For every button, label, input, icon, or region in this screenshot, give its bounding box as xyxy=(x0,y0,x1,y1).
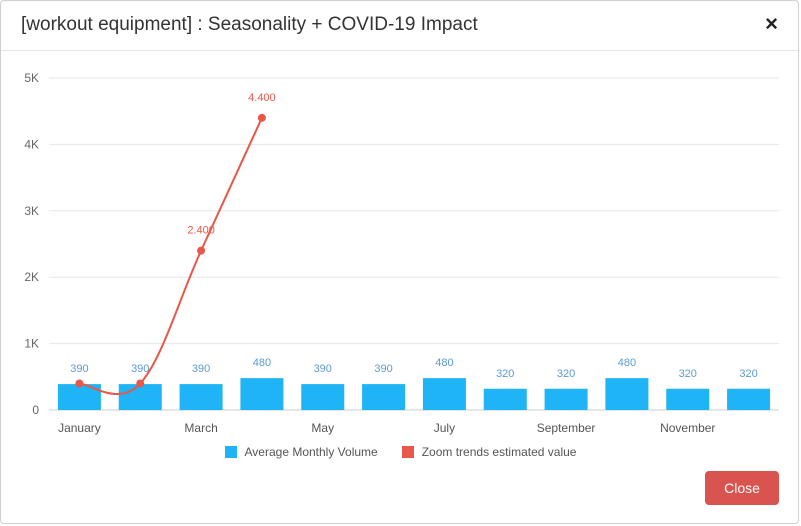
bar-data-label: 320 xyxy=(557,368,575,380)
x-tick-label: January xyxy=(58,421,101,435)
y-tick-label: 5K xyxy=(24,71,39,85)
bar-data-label: 390 xyxy=(131,363,149,375)
bar-data-label: 390 xyxy=(374,363,392,375)
legend-item-volume[interactable]: Average Monthly Volume xyxy=(224,445,378,459)
y-tick-label: 1K xyxy=(24,337,39,351)
chart: 0 1K 2K 3K 4K 5K 390 390 390 480 390 390 480 320 320 4… xyxy=(24,71,779,435)
x-tick-label: November xyxy=(660,421,715,435)
bar xyxy=(483,388,527,410)
x-tick-label: September xyxy=(537,421,596,435)
legend-swatch-zoom xyxy=(401,446,414,458)
bar-data-label: 320 xyxy=(739,368,757,380)
bar-data-label: 480 xyxy=(435,357,453,369)
x-tick-label: July xyxy=(434,421,455,435)
line-data-label: 4.400 xyxy=(248,92,276,104)
close-icon[interactable]: × xyxy=(765,11,778,36)
line-point xyxy=(75,379,84,388)
x-axis: January March May July September November xyxy=(58,421,715,435)
y-tick-label: 4K xyxy=(24,137,39,151)
bar-data-labels: 390 390 390 480 390 390 480 320 320 480 320 320 xyxy=(70,357,758,380)
bar xyxy=(422,378,466,410)
bar xyxy=(240,378,284,410)
bar-data-label: 390 xyxy=(314,363,332,375)
bar xyxy=(605,378,649,410)
bar-data-label: 320 xyxy=(496,368,514,380)
bar-data-label: 320 xyxy=(679,368,697,380)
modal-title: [workout equipment] : Seasonality + COVI… xyxy=(21,14,478,35)
legend-swatch-volume xyxy=(224,446,237,458)
bar-data-label: 390 xyxy=(192,363,210,375)
bar-data-label: 480 xyxy=(253,357,271,369)
modal-header: [workout equipment] : Seasonality + COVI… xyxy=(1,1,800,51)
chart-legend: Average Monthly Volume Zoom trends estim… xyxy=(1,445,800,459)
line-point xyxy=(136,379,145,388)
bar xyxy=(118,384,162,410)
y-tick-label: 2K xyxy=(24,270,39,284)
y-axis: 0 1K 2K 3K 4K 5K xyxy=(24,71,39,417)
y-tick-label: 3K xyxy=(24,204,39,218)
bar xyxy=(301,384,345,410)
bar-data-label: 480 xyxy=(618,357,636,369)
legend-label-zoom: Zoom trends estimated value xyxy=(421,445,577,459)
line-series: 2.400 4.400 xyxy=(75,92,276,396)
close-button[interactable]: Close xyxy=(705,471,779,505)
bar xyxy=(179,384,223,410)
bar xyxy=(727,388,771,410)
line-point xyxy=(257,113,266,122)
x-tick-label: March xyxy=(184,421,217,435)
line-point xyxy=(197,246,206,255)
bar xyxy=(544,388,588,410)
bar xyxy=(362,384,406,410)
y-tick-label: 0 xyxy=(32,403,39,417)
bar xyxy=(666,388,710,410)
bar-series xyxy=(57,378,771,410)
line-data-label: 2.400 xyxy=(187,225,215,237)
legend-label-volume: Average Monthly Volume xyxy=(244,445,378,459)
line-series-path xyxy=(79,117,263,396)
bar-data-label: 390 xyxy=(70,363,88,375)
chart-grid xyxy=(49,77,779,411)
x-tick-label: May xyxy=(311,421,334,435)
legend-item-zoom[interactable]: Zoom trends estimated value xyxy=(401,445,577,459)
